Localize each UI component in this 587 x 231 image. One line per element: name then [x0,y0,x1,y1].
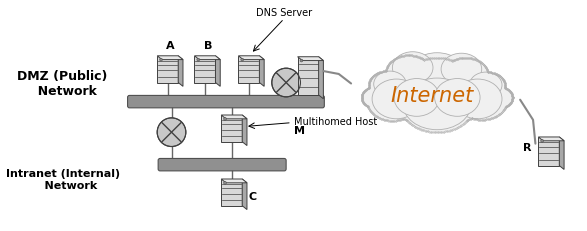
Ellipse shape [369,72,404,100]
Ellipse shape [372,80,421,119]
Polygon shape [238,57,264,60]
Circle shape [160,59,163,62]
Text: Internet: Internet [390,85,474,106]
Ellipse shape [362,87,391,109]
Circle shape [300,60,303,63]
Text: C: C [249,191,257,201]
Ellipse shape [434,80,486,121]
Ellipse shape [366,80,419,121]
Text: DNS Server: DNS Server [256,8,312,18]
Polygon shape [178,57,183,87]
Polygon shape [221,116,247,119]
Ellipse shape [470,73,502,98]
Polygon shape [157,57,178,83]
Polygon shape [194,57,215,83]
Polygon shape [221,179,242,206]
Polygon shape [298,58,319,96]
Text: B: B [204,41,212,51]
FancyBboxPatch shape [127,96,325,108]
Polygon shape [538,137,564,141]
Ellipse shape [483,87,512,109]
Circle shape [224,182,227,184]
Ellipse shape [406,54,468,103]
Polygon shape [319,58,323,99]
Text: DMZ (Public)
  Network: DMZ (Public) Network [18,69,108,97]
Ellipse shape [400,78,474,133]
Ellipse shape [406,58,468,103]
Polygon shape [242,116,247,146]
Ellipse shape [403,79,471,130]
Text: A: A [166,41,175,51]
Polygon shape [238,57,259,83]
Ellipse shape [157,118,186,147]
Polygon shape [559,137,564,170]
Ellipse shape [456,79,508,120]
Polygon shape [215,57,220,87]
Ellipse shape [392,52,433,84]
Polygon shape [221,116,242,142]
Polygon shape [259,57,264,87]
Ellipse shape [386,56,431,91]
Text: M: M [294,126,305,136]
Ellipse shape [389,80,440,121]
Circle shape [541,140,544,143]
Ellipse shape [374,72,406,97]
Polygon shape [242,179,247,210]
Polygon shape [538,137,559,166]
Text: Intranet (Internal)
    Network: Intranet (Internal) Network [5,168,120,190]
Circle shape [197,59,200,62]
FancyBboxPatch shape [158,159,286,171]
Text: Multihomed Host: Multihomed Host [294,116,377,126]
Ellipse shape [394,79,440,117]
Ellipse shape [470,73,505,100]
Ellipse shape [434,79,480,117]
Circle shape [241,59,244,62]
Ellipse shape [443,58,488,93]
Polygon shape [157,57,183,60]
Circle shape [224,118,227,121]
Ellipse shape [453,80,502,119]
Ellipse shape [272,69,301,97]
Ellipse shape [441,54,482,86]
Polygon shape [298,58,323,61]
Text: R: R [523,142,532,152]
Polygon shape [221,179,247,183]
Polygon shape [194,57,220,60]
